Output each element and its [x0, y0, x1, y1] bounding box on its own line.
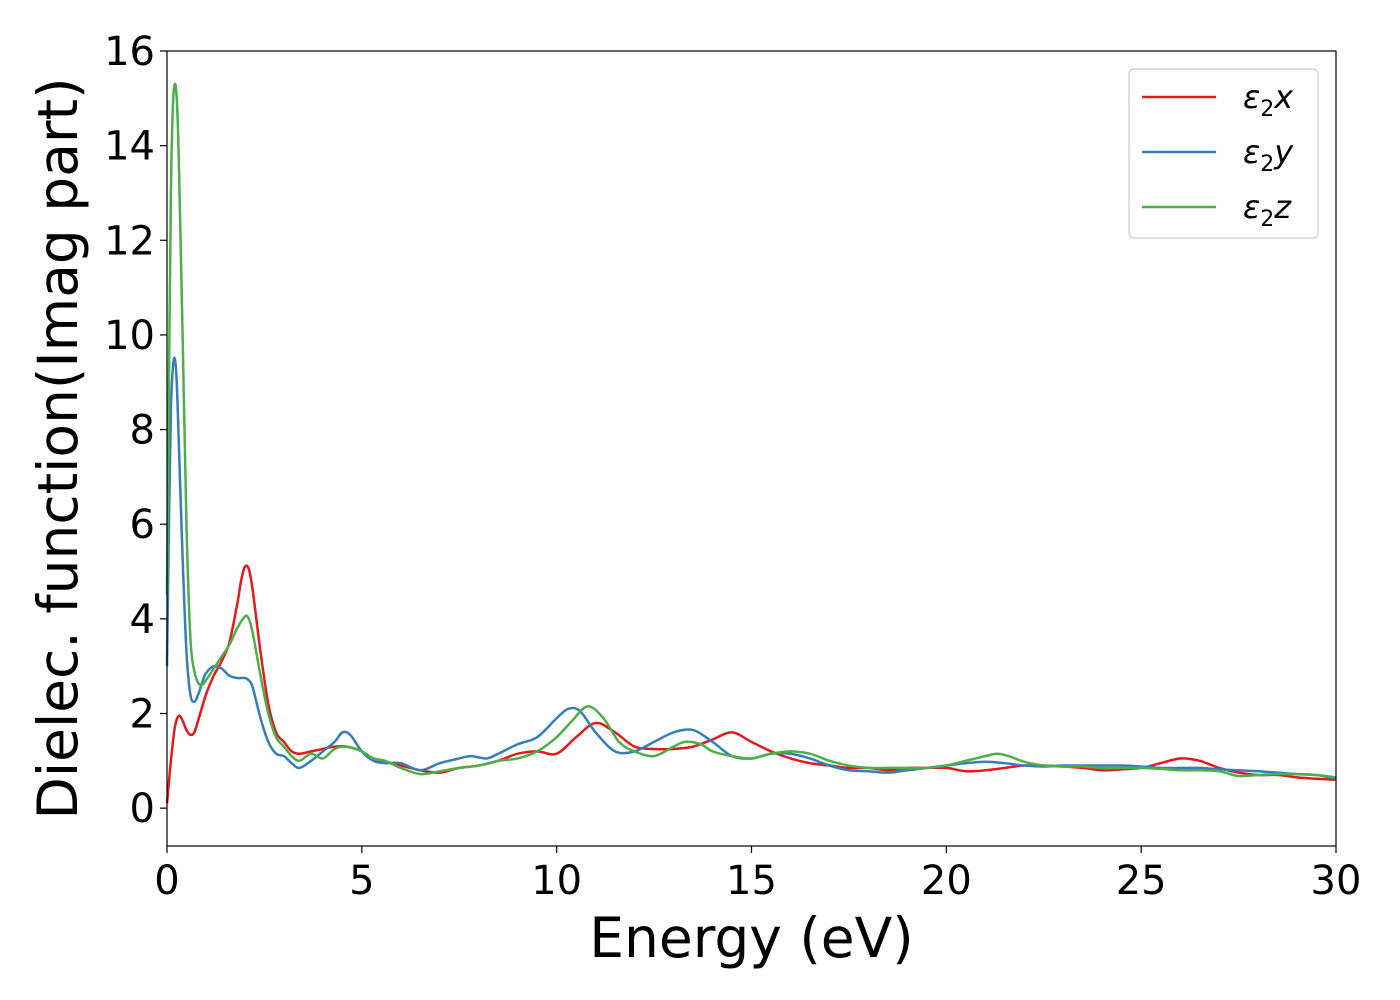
x-axis-ticks: 0 5 10 15 20 25 30 [154, 846, 1361, 904]
y-tick-label: 6 [130, 502, 155, 548]
y-tick-label: 16 [104, 29, 155, 75]
legend-subscript: 2 [1260, 207, 1274, 232]
legend-entry-y: ε2y [1243, 133, 1294, 177]
legend-variable: z [1273, 188, 1292, 226]
x-tick-label: 15 [726, 858, 777, 904]
series-layer [165, 82, 1337, 804]
legend-subscript: 2 [1260, 152, 1274, 177]
y-tick-label: 2 [130, 692, 155, 738]
y-axis-label: Dielec. function(Imag part) [26, 77, 90, 819]
legend-entry-z: ε2z [1243, 188, 1292, 232]
y-tick-label: 12 [104, 218, 155, 264]
legend-symbol: ε [1243, 133, 1260, 171]
series-line-z [165, 82, 1337, 779]
y-tick-label: 4 [130, 597, 155, 643]
legend-subscript: 2 [1260, 97, 1274, 122]
x-tick-label: 10 [531, 858, 582, 904]
y-axis-ticks: 0 2 4 6 8 10 12 14 16 [104, 29, 167, 832]
legend-symbol: ε [1243, 78, 1260, 116]
x-tick-label: 30 [1311, 858, 1362, 904]
y-tick-label: 8 [130, 408, 155, 454]
x-tick-label: 20 [921, 858, 972, 904]
x-axis-label: Energy (eV) [589, 906, 913, 970]
legend-box [1128, 68, 1319, 239]
y-tick-label: 14 [104, 124, 155, 170]
legend-variable: y [1273, 133, 1294, 171]
y-tick-label: 0 [130, 786, 155, 832]
x-tick-label: 25 [1116, 858, 1167, 904]
x-tick-label: 0 [154, 858, 179, 904]
y-tick-label: 10 [104, 313, 155, 359]
series-line-x [165, 564, 1337, 804]
legend-symbol: ε [1243, 188, 1260, 226]
x-tick-label: 5 [349, 858, 374, 904]
legend-entry-x: ε2x [1243, 78, 1294, 122]
legend-variable: x [1273, 78, 1294, 116]
